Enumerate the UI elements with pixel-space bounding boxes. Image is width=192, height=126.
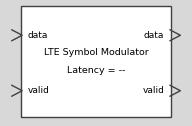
Text: valid: valid — [28, 86, 50, 95]
Text: LTE Symbol Modulator: LTE Symbol Modulator — [44, 48, 148, 57]
Text: data: data — [144, 31, 164, 40]
Text: data: data — [28, 31, 48, 40]
Text: Latency = --: Latency = -- — [67, 66, 125, 75]
Text: valid: valid — [142, 86, 164, 95]
Bar — [21, 6, 171, 117]
